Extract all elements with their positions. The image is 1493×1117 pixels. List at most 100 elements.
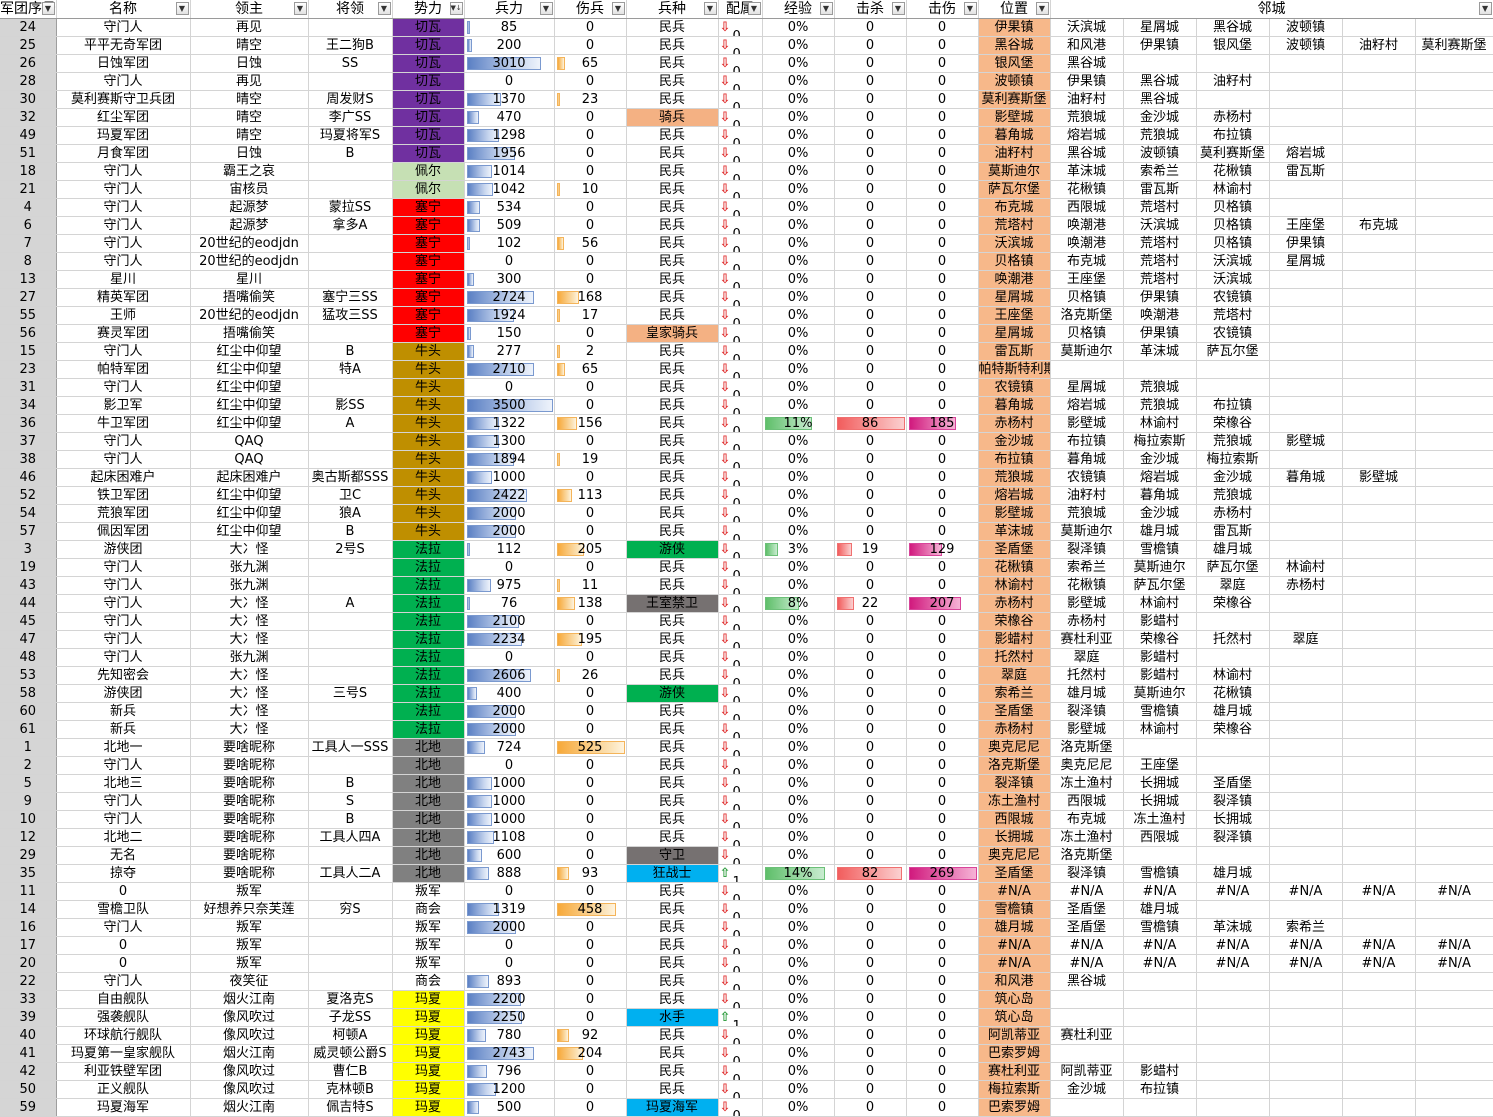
faction-cell[interactable]: 切瓦 xyxy=(392,108,465,127)
assign-cell[interactable]: ⇩ 0 xyxy=(718,198,763,217)
neighbor-city-cell[interactable] xyxy=(1415,828,1493,847)
experience-cell[interactable]: 0% xyxy=(762,468,835,487)
location-cell[interactable]: 星屑城 xyxy=(978,324,1051,343)
hurt-cell[interactable]: 0 xyxy=(906,288,979,307)
neighbor-city-cell[interactable]: 沃滨城 xyxy=(1123,216,1197,235)
experience-cell[interactable]: 0% xyxy=(762,54,835,73)
filter-dropdown-icon[interactable]: ▼ xyxy=(293,2,307,15)
row-id[interactable]: 20 xyxy=(0,954,57,973)
experience-cell[interactable]: 0% xyxy=(762,1062,835,1081)
row-id[interactable]: 16 xyxy=(0,918,57,937)
row-id[interactable]: 41 xyxy=(0,1044,57,1063)
hurt-cell[interactable]: 0 xyxy=(906,576,979,595)
unit-type-cell[interactable]: 民兵 xyxy=(626,1044,719,1063)
assign-cell[interactable]: ⇩ 0 xyxy=(718,756,763,775)
faction-cell[interactable]: 牛头 xyxy=(392,360,465,379)
legion-name[interactable]: 0 xyxy=(56,882,191,901)
experience-cell[interactable]: 3% xyxy=(762,540,835,559)
hurt-cell[interactable]: 0 xyxy=(906,756,979,775)
neighbor-city-cell[interactable] xyxy=(1415,1044,1493,1063)
hurt-cell[interactable]: 0 xyxy=(906,18,979,37)
row-id[interactable]: 6 xyxy=(0,216,57,235)
legion-name[interactable]: 守门人 xyxy=(56,198,191,217)
kills-cell[interactable]: 0 xyxy=(834,1008,907,1027)
row-id[interactable]: 58 xyxy=(0,684,57,703)
kills-cell[interactable]: 0 xyxy=(834,18,907,37)
troops-cell[interactable]: 509 xyxy=(464,216,555,235)
general-name[interactable]: 工具人一SSS xyxy=(308,738,393,757)
neighbor-city-cell[interactable]: 荣橡谷 xyxy=(1196,720,1270,739)
troops-cell[interactable]: 0 xyxy=(464,72,555,91)
unit-type-cell[interactable]: 民兵 xyxy=(626,630,719,649)
lord-name[interactable]: 红尘中仰望 xyxy=(190,360,309,379)
neighbor-city-cell[interactable] xyxy=(1269,684,1343,703)
kills-cell[interactable]: 0 xyxy=(834,648,907,667)
unit-type-cell[interactable]: 民兵 xyxy=(626,198,719,217)
neighbor-city-cell[interactable] xyxy=(1342,126,1416,145)
troops-cell[interactable]: 85 xyxy=(464,18,555,37)
neighbor-city-cell[interactable] xyxy=(1415,234,1493,253)
assign-cell[interactable]: ⇩ 0 xyxy=(718,684,763,703)
kills-cell[interactable]: 0 xyxy=(834,720,907,739)
kills-cell[interactable]: 0 xyxy=(834,702,907,721)
hurt-cell[interactable]: 185 xyxy=(906,414,979,433)
hurt-cell[interactable]: 0 xyxy=(906,1080,979,1099)
kills-cell[interactable]: 0 xyxy=(834,576,907,595)
experience-cell[interactable]: 0% xyxy=(762,792,835,811)
neighbor-city-cell[interactable] xyxy=(1342,1098,1416,1117)
wounded-cell[interactable]: 0 xyxy=(554,72,627,91)
kills-cell[interactable]: 0 xyxy=(834,846,907,865)
kills-cell[interactable]: 0 xyxy=(834,810,907,829)
neighbor-city-cell[interactable] xyxy=(1415,432,1493,451)
unit-type-cell[interactable]: 民兵 xyxy=(626,1062,719,1081)
row-id[interactable]: 57 xyxy=(0,522,57,541)
row-id[interactable]: 15 xyxy=(0,342,57,361)
lord-name[interactable]: 再见 xyxy=(190,18,309,37)
legion-name[interactable]: 守门人 xyxy=(56,792,191,811)
neighbor-city-cell[interactable] xyxy=(1269,1044,1343,1063)
neighbor-city-cell[interactable]: 梅拉索斯 xyxy=(1196,450,1270,469)
neighbor-city-cell[interactable] xyxy=(1196,756,1270,775)
troops-cell[interactable]: 1000 xyxy=(464,792,555,811)
legion-name[interactable]: 精英军团 xyxy=(56,288,191,307)
faction-cell[interactable]: 塞宁 xyxy=(392,288,465,307)
hurt-cell[interactable]: 0 xyxy=(906,954,979,973)
location-cell[interactable]: 唤潮港 xyxy=(978,270,1051,289)
troops-cell[interactable]: 1300 xyxy=(464,432,555,451)
hurt-cell[interactable]: 0 xyxy=(906,252,979,271)
neighbor-city-cell[interactable]: 伊果镇 xyxy=(1123,324,1197,343)
experience-cell[interactable]: 0% xyxy=(762,1026,835,1045)
neighbor-city-cell[interactable]: 莫斯迪尔 xyxy=(1050,342,1124,361)
neighbor-city-cell[interactable]: 农镜镇 xyxy=(1196,288,1270,307)
column-header-nb[interactable]: 邻城 ▼ xyxy=(1050,0,1493,19)
neighbor-city-cell[interactable] xyxy=(1342,918,1416,937)
wounded-cell[interactable]: 0 xyxy=(554,684,627,703)
neighbor-city-cell[interactable]: 雄月城 xyxy=(1196,702,1270,721)
assign-cell[interactable]: ⇩ 0 xyxy=(718,144,763,163)
location-cell[interactable]: 荒狼城 xyxy=(978,468,1051,487)
neighbor-city-cell[interactable]: 荒塔村 xyxy=(1196,306,1270,325)
neighbor-city-cell[interactable]: 暮角城 xyxy=(1269,468,1343,487)
neighbor-city-cell[interactable] xyxy=(1342,1026,1416,1045)
unit-type-cell[interactable]: 民兵 xyxy=(626,522,719,541)
row-id[interactable]: 8 xyxy=(0,252,57,271)
assign-cell[interactable]: ⇩ 0 xyxy=(718,216,763,235)
wounded-cell[interactable]: 0 xyxy=(554,36,627,55)
lord-name[interactable]: 叛军 xyxy=(190,936,309,955)
column-header-exp[interactable]: 经验 ▼ xyxy=(762,0,835,19)
legion-name[interactable]: 守门人 xyxy=(56,630,191,649)
wounded-cell[interactable]: 0 xyxy=(554,522,627,541)
general-name[interactable]: 柯顿A xyxy=(308,1026,393,1045)
faction-cell[interactable]: 牛头 xyxy=(392,450,465,469)
assign-cell[interactable]: ⇩ 0 xyxy=(718,990,763,1009)
neighbor-city-cell[interactable] xyxy=(1415,1008,1493,1027)
legion-name[interactable]: 环球航行舰队 xyxy=(56,1026,191,1045)
neighbor-city-cell[interactable]: #N/A xyxy=(1269,882,1343,901)
faction-cell[interactable]: 塞宁 xyxy=(392,306,465,325)
neighbor-city-cell[interactable]: 洛克斯堡 xyxy=(1050,738,1124,757)
legion-name[interactable]: 新兵 xyxy=(56,720,191,739)
neighbor-city-cell[interactable] xyxy=(1123,54,1197,73)
neighbor-city-cell[interactable] xyxy=(1342,666,1416,685)
neighbor-city-cell[interactable] xyxy=(1269,990,1343,1009)
neighbor-city-cell[interactable] xyxy=(1269,396,1343,415)
